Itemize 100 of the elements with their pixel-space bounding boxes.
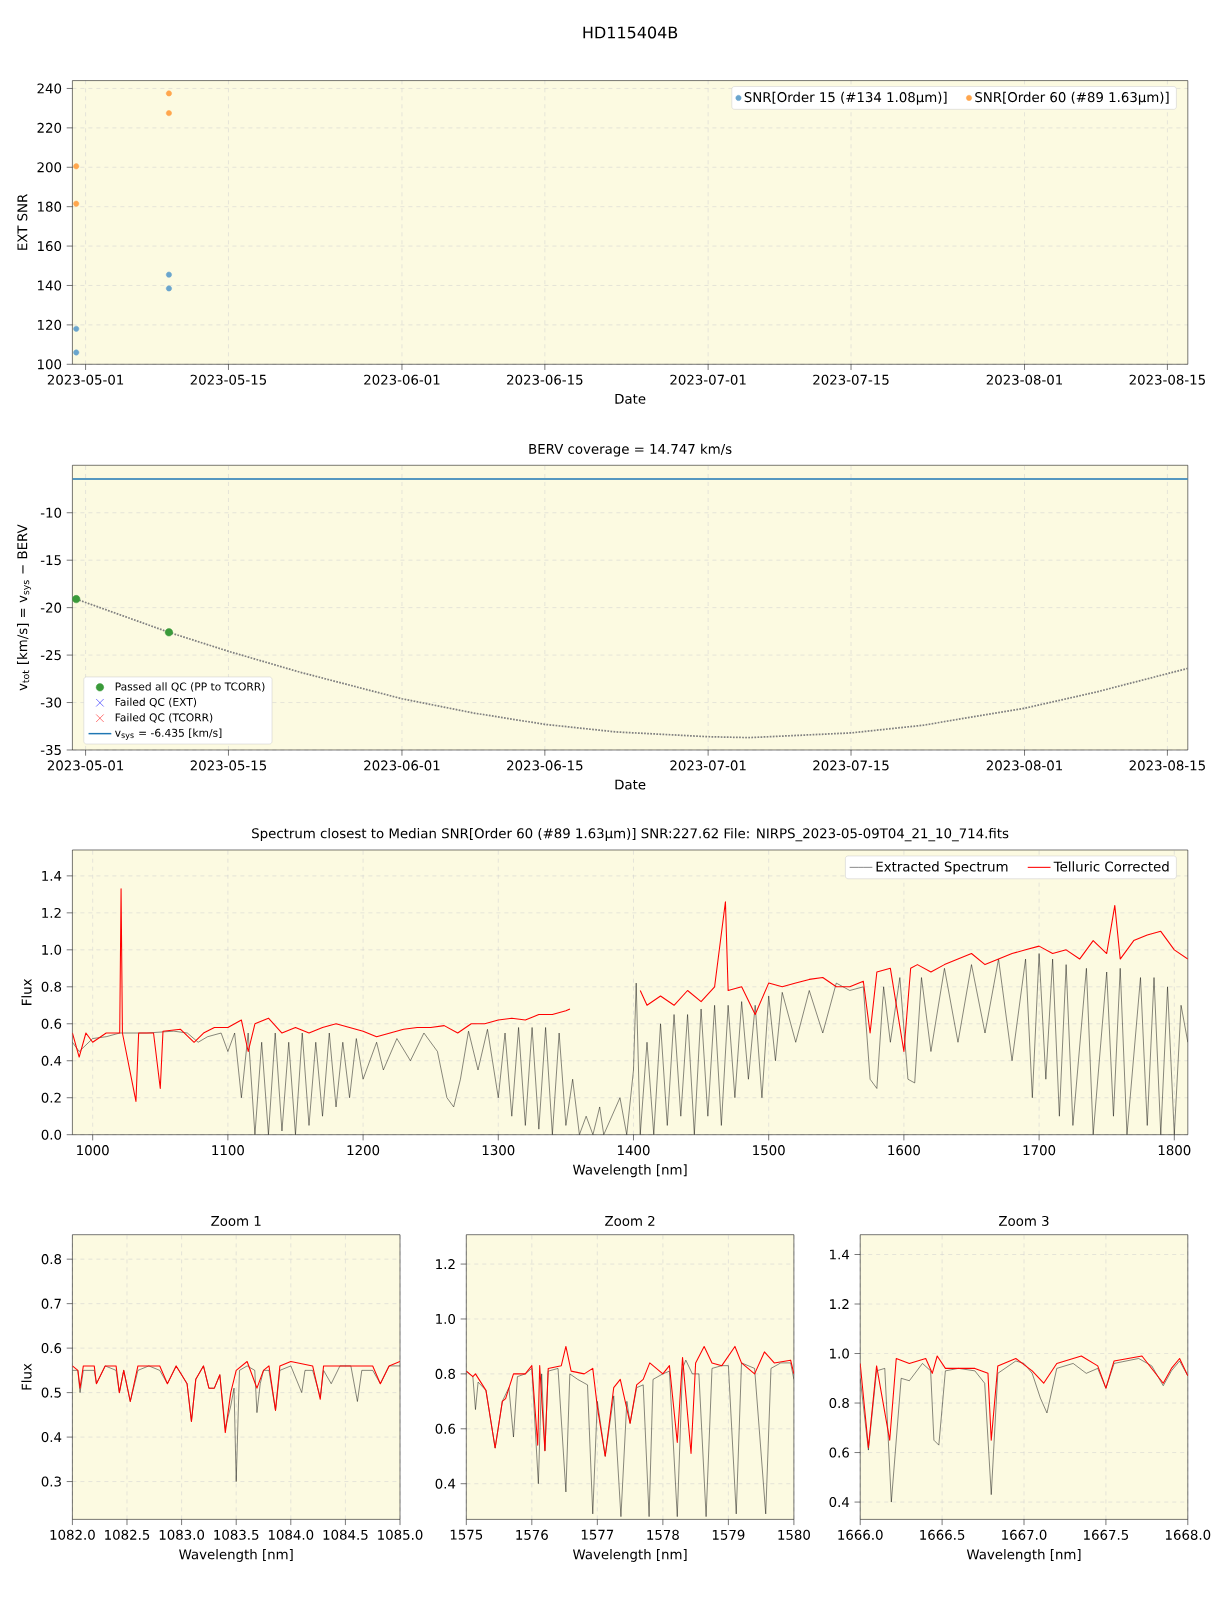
legend-label: SNR[Order 15 (#134 1.08μm)]	[744, 91, 947, 105]
y-tick-label: 140	[38, 280, 62, 291]
y-tick-label: 1.2	[42, 907, 61, 918]
y-tick-label: 0.3	[41, 1476, 62, 1487]
y-tick-label: 1.4	[830, 1249, 850, 1260]
y-tick-label: 1.0	[830, 1348, 850, 1359]
x-tick-label: 2023-07-01	[670, 760, 746, 771]
point	[73, 200, 80, 207]
chart-title: Zoom 3	[999, 1215, 1049, 1226]
y-tick-label: 0.4	[41, 1055, 62, 1066]
x-tick-label: 1600	[888, 1145, 921, 1156]
y-tick-label: -35	[41, 744, 62, 756]
x-tick-label: 2023-05-15	[190, 760, 267, 771]
x-tick-label: 2023-06-01	[364, 374, 440, 385]
x-tick-label: 1200	[347, 1145, 380, 1156]
y-tick-label: 0.8	[41, 981, 62, 992]
line-series	[860, 1355, 1189, 1449]
legend-label: Passed all QC (PP to TCORR)	[115, 682, 265, 692]
y-axis-title: v$_{tot}$ [km/s] = v$_{sys}$ − BERV	[17, 524, 32, 691]
y-tick-label: 0.0	[41, 1129, 62, 1140]
x-axis-title: Date	[615, 393, 646, 404]
legend-label: Failed QC (TCORR)	[115, 713, 213, 723]
y-tick-label: 180	[38, 201, 62, 212]
x-tick-label: 1082.0	[50, 1529, 96, 1540]
x-tick-label: 2023-06-15	[507, 760, 583, 771]
x-tick-label: 1700	[1023, 1145, 1056, 1156]
x-tick-label: 1300	[483, 1145, 515, 1156]
y-tick-label: 1.2	[830, 1299, 849, 1309]
x-tick-label: 1084.5	[323, 1529, 368, 1540]
x-tick-label: 1085.0	[378, 1529, 423, 1540]
y-tick-label: 0.8	[41, 1254, 62, 1265]
x-tick-label: 2023-06-15	[507, 374, 583, 385]
y-tick-label: 160	[38, 241, 62, 252]
x-tick-label: 2023-07-15	[813, 760, 889, 771]
x-axis-title: Wavelength [nm]	[573, 1164, 687, 1178]
x-tick-label: 2023-08-15	[1129, 374, 1206, 385]
x-tick-label: 1000	[77, 1145, 109, 1156]
x-tick-label: 1500	[753, 1145, 785, 1156]
y-tick-label: 120	[38, 319, 62, 330]
y-tick-label: 0.6	[435, 1423, 456, 1434]
x-tick-label: 2023-08-01	[986, 760, 1063, 771]
point	[166, 90, 173, 97]
x-axis-title: Wavelength [nm]	[967, 1549, 1081, 1562]
point	[166, 285, 173, 292]
y-tick-label: 0.7	[41, 1298, 62, 1309]
y-tick-label: 0.8	[435, 1368, 456, 1379]
y-axis-title: EXT SNR	[17, 194, 28, 250]
chart-title: BERV coverage = 14.747 km/s	[529, 443, 732, 457]
x-tick-label: 1576	[516, 1529, 549, 1540]
y-tick-label: -30	[41, 697, 62, 708]
y-tick-label: 1.0	[42, 944, 62, 955]
x-tick-label: 1667.0	[1002, 1529, 1047, 1540]
y-tick-label: 0.6	[41, 1343, 62, 1354]
y-tick-label: -15	[41, 555, 62, 566]
point	[73, 325, 80, 332]
x-tick-label: 1800	[1159, 1145, 1191, 1156]
y-tick-label: 240	[37, 83, 62, 94]
x-tick-label: 2023-08-15	[1129, 760, 1206, 771]
x-tick-label: 1575	[451, 1529, 483, 1540]
line-series	[466, 1345, 795, 1457]
legend-label: Extracted Spectrum	[876, 861, 1008, 875]
y-axis-title: Flux	[21, 978, 32, 1005]
point	[73, 349, 80, 356]
y-tick-label: 0.2	[41, 1092, 61, 1103]
x-tick-label: 2023-05-01	[48, 760, 124, 771]
x-tick-label: 1084.0	[269, 1529, 314, 1540]
x-tick-label: 1083.0	[159, 1529, 205, 1540]
point	[166, 271, 173, 278]
x-tick-label: 1082.5	[105, 1529, 150, 1540]
y-tick-label: -25	[41, 650, 62, 661]
x-tick-label: 2023-06-01	[364, 760, 440, 771]
y-tick-label: 0.8	[829, 1397, 850, 1409]
chart-title: HD115404B	[583, 26, 678, 39]
x-tick-label: 2023-08-01	[986, 374, 1063, 385]
x-tick-label: 1400	[618, 1145, 650, 1156]
y-tick-label: 200	[37, 162, 62, 173]
x-tick-label: 2023-07-15	[813, 374, 889, 385]
y-tick-label: 220	[37, 122, 62, 133]
y-tick-label: 1.0	[436, 1313, 456, 1325]
legend-label: SNR[Order 60 (#89 1.63μm)]	[975, 91, 1169, 105]
legend-label: Failed QC (EXT)	[115, 697, 197, 708]
y-tick-label: 1.2	[436, 1259, 455, 1270]
x-axis-title: Wavelength [nm]	[573, 1549, 687, 1562]
point	[73, 163, 80, 170]
x-axis-title: Date	[615, 779, 646, 790]
y-tick-label: -20	[41, 602, 62, 613]
x-tick-label: 1580	[778, 1529, 811, 1540]
x-tick-label: 1100	[212, 1145, 245, 1156]
x-tick-label: 1666.0	[838, 1529, 883, 1540]
x-tick-label: 1083.5	[214, 1529, 259, 1540]
y-axis-title: Flux	[21, 1363, 32, 1390]
chart-title: Zoom 2	[605, 1215, 655, 1226]
chart-title: Spectrum closest to Median SNR[Order 60 (#89 1.63μm)] SNR:227.62 File: NIRPS_2023-05-09T04_21_10_714.fits	[252, 828, 1009, 842]
chart-title: Zoom 1	[211, 1216, 261, 1226]
x-tick-label: 2023-07-01	[670, 374, 746, 385]
x-tick-label: 1668.0	[1166, 1529, 1211, 1540]
x-tick-label: 1578	[647, 1529, 680, 1540]
y-tick-label: 0.6	[829, 1447, 850, 1458]
y-tick-label: 1.4	[42, 871, 62, 881]
y-tick-label: 0.4	[829, 1497, 850, 1508]
